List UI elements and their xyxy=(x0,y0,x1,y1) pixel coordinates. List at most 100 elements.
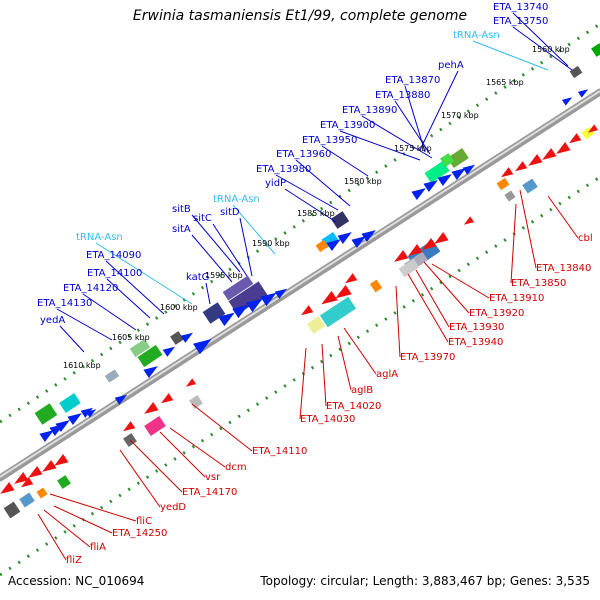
minus-gene-label: fliC xyxy=(136,516,152,527)
gene-block xyxy=(447,148,469,168)
gene-arrow xyxy=(463,216,475,225)
plus-gene-label: ETA_13890 xyxy=(342,105,397,116)
gene-arrow xyxy=(556,142,571,154)
minus-gene-label: ETA_14030 xyxy=(300,414,355,425)
plus-gene-label: sitD xyxy=(220,207,240,218)
plus-gene-label: ETA_13900 xyxy=(320,120,375,131)
kbp-tick-label: 1580 kbp xyxy=(344,177,382,186)
gene-block xyxy=(202,302,226,324)
gene-arrow xyxy=(54,454,69,466)
gene-arrow xyxy=(162,346,176,357)
gene-arrow xyxy=(67,413,82,425)
gene-block xyxy=(569,65,583,79)
minus-gene-label: ETA_13940 xyxy=(448,337,503,348)
label-leader-lines xyxy=(37,12,579,561)
minus-gene-label: fliZ xyxy=(66,555,82,566)
label-leader xyxy=(407,273,449,343)
gene-arrow xyxy=(514,161,528,172)
plus-gene-label: ETA_14100 xyxy=(87,268,142,279)
minus-gene-label: vsr xyxy=(205,472,221,483)
plus-gene-label: sitA xyxy=(172,224,191,235)
genome-backbone-highlight xyxy=(0,90,600,478)
label-leader xyxy=(415,269,450,328)
plus-gene-label: ETA_13880 xyxy=(375,90,430,101)
gene-block xyxy=(319,296,357,328)
gene-arrow xyxy=(337,232,352,244)
gene-block xyxy=(315,239,329,253)
label-leader xyxy=(95,242,193,305)
gene-arrow xyxy=(423,180,438,192)
gene-arrow xyxy=(160,393,174,404)
plus-gene-label: sitB xyxy=(172,204,191,215)
minus-gene-label: aglA xyxy=(376,369,398,380)
label-leader xyxy=(212,223,248,277)
label-leader xyxy=(129,439,183,493)
gene-arrow xyxy=(144,402,159,414)
plus-gene-label: yedA xyxy=(40,315,65,326)
label-leader xyxy=(239,217,253,277)
gene-block xyxy=(424,160,450,184)
kbp-tick-label: 1575 kbp xyxy=(394,144,432,153)
label-leader xyxy=(56,308,113,341)
gene-block xyxy=(222,275,254,301)
label-leader xyxy=(512,26,573,71)
kbp-tick-label: 1560 kbp xyxy=(532,45,570,54)
plus-gene-label: ETA_13960 xyxy=(276,149,331,160)
label-leader xyxy=(59,325,85,353)
accession: Accession: NC_010694 xyxy=(8,574,145,588)
plus-gene-label: ETA_13750 xyxy=(493,16,548,27)
label-leader xyxy=(275,174,339,211)
gene-arrow xyxy=(344,273,358,284)
gene-arrow xyxy=(394,250,409,262)
gene-arrow xyxy=(411,188,426,200)
gene-block xyxy=(137,344,163,368)
gene-arrow xyxy=(300,305,314,316)
gene-arrow xyxy=(542,148,557,160)
label-leader xyxy=(512,12,569,67)
gene-arrow xyxy=(451,168,466,180)
genome-summary: Topology: circular; Length: 3,883,467 bp… xyxy=(260,574,590,588)
minus-gene-label: ETA_13910 xyxy=(489,293,544,304)
gene-arrow xyxy=(14,472,29,484)
gene-arrow xyxy=(185,378,197,387)
gene-block xyxy=(591,43,600,57)
gene-arrow xyxy=(274,288,288,299)
gene-block xyxy=(170,331,184,345)
gene-block xyxy=(306,316,326,334)
label-leader xyxy=(299,347,307,420)
label-leader xyxy=(191,403,253,452)
gene-arrow xyxy=(528,154,543,166)
plus-gene-label: ETA_13950 xyxy=(302,135,357,146)
gene-block xyxy=(59,393,81,413)
gene-block xyxy=(496,177,510,191)
minus-gene-label: ETA_13920 xyxy=(469,308,524,319)
minus-gene-label: aglB xyxy=(351,385,373,396)
gene-arrow xyxy=(568,133,582,144)
label-leader xyxy=(43,509,91,548)
label-leader xyxy=(423,261,470,314)
label-leader xyxy=(159,431,206,478)
gene-block xyxy=(104,369,120,383)
gene-block xyxy=(36,487,48,499)
label-leader xyxy=(37,513,67,561)
gene-arrow xyxy=(260,292,277,307)
gene-arrow xyxy=(85,409,97,418)
kbp-tick-label: 1600 kbp xyxy=(160,303,198,312)
minus-gene-label: dcm xyxy=(225,462,247,473)
plus-gene-label: ETA_13980 xyxy=(256,164,311,175)
label-leader xyxy=(191,214,241,273)
minus-gene-label: fliA xyxy=(90,542,106,553)
gene-arrow xyxy=(20,477,34,488)
gene-block xyxy=(19,492,35,508)
gene-features xyxy=(0,43,600,519)
gene-block xyxy=(57,475,71,489)
gene-block xyxy=(330,211,350,229)
label-leader xyxy=(284,188,337,223)
gene-arrow xyxy=(0,482,15,494)
gene-arrow xyxy=(180,332,194,343)
minus-gene-label: yedD xyxy=(160,502,186,513)
gene-arrow xyxy=(326,239,341,251)
plus-gene-label: pehA xyxy=(438,60,464,71)
label-leader xyxy=(53,505,113,534)
